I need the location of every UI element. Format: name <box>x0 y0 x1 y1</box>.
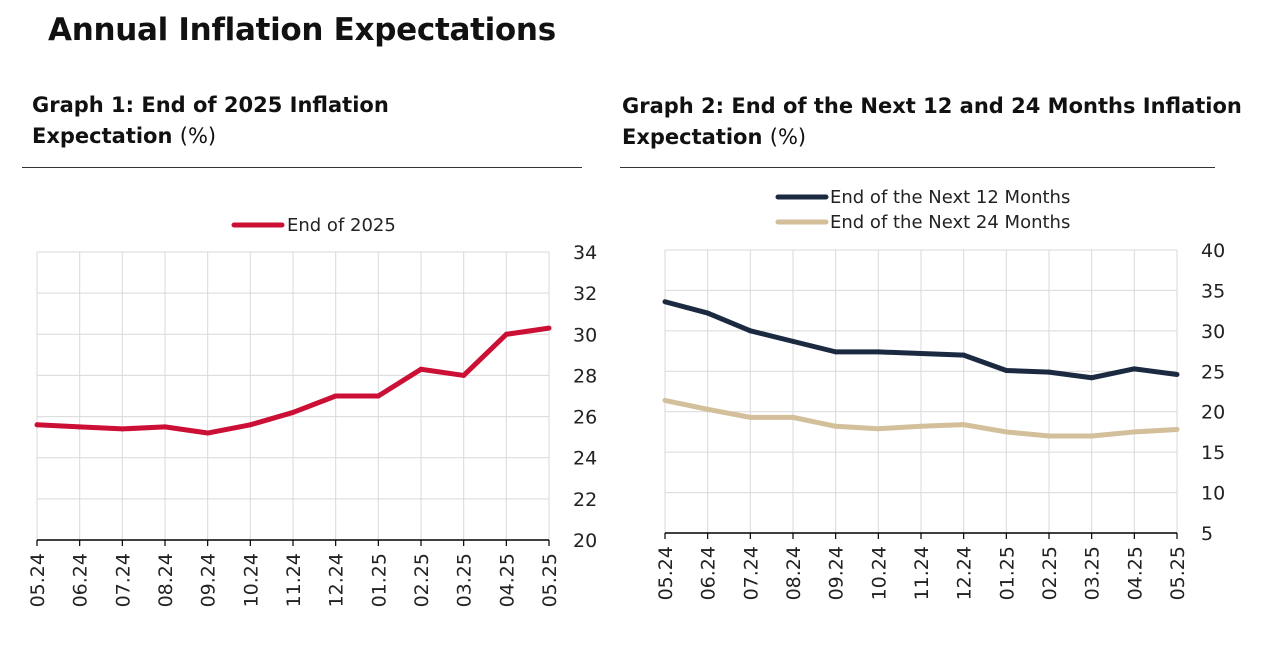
graph1-title: Graph 1: End of 2025 Inflation Expectati… <box>32 90 452 152</box>
graph2-y-tick-label: 40 <box>1201 240 1225 262</box>
graph2-data-point <box>790 414 796 420</box>
graph2-x-tick-label: 06.24 <box>698 546 720 600</box>
graph1-data-point <box>162 424 168 430</box>
graph2-y-tick-label: 35 <box>1201 280 1225 302</box>
graph2-data-point <box>918 350 924 356</box>
graph1-data-point <box>205 430 211 436</box>
graph2-data-point <box>1089 433 1095 439</box>
graph2-data-point <box>747 414 753 420</box>
graph2-title-rule <box>620 167 1215 168</box>
graph2-data-point <box>833 423 839 429</box>
graph1-y-tick-label: 22 <box>573 489 597 511</box>
graph1-title-unit: (%) <box>179 124 217 148</box>
graph2-data-point <box>1003 367 1009 373</box>
graph2-data-point <box>875 349 881 355</box>
graph1-y-tick-label: 32 <box>573 283 597 305</box>
graph2-x-tick-label: 05.24 <box>655 546 677 600</box>
graph1-x-tick-label: 06.24 <box>70 553 92 607</box>
graph2-data-point <box>1046 433 1052 439</box>
graph1-data-point <box>546 325 552 331</box>
graph2-data-point <box>662 299 668 305</box>
graph1-data-point <box>77 424 83 430</box>
graph1-x-tick-label: 02.25 <box>411 553 433 607</box>
graph2-legend-label-2: End of the Next 24 Months <box>830 212 1070 233</box>
graph2-x-tick-label: 12.24 <box>954 546 976 600</box>
graph2-x-tick-label: 10.24 <box>868 546 890 600</box>
graph2-title-unit: (%) <box>769 125 807 149</box>
graph2-data-point <box>875 426 881 432</box>
graph1-y-tick-label: 26 <box>573 407 597 429</box>
graph2-data-point <box>833 349 839 355</box>
graph2-x-tick-label: 02.25 <box>1039 546 1061 600</box>
graph1-x-tick-label: 09.24 <box>198 553 220 607</box>
graph1-x-tick-label: 04.25 <box>496 553 518 607</box>
graph1-chart: 20 22 24 26 28 30 32 34 05.24 06.24 07.24 08.24 09.2… <box>27 215 597 607</box>
graph2-x-tick-label: 07.24 <box>740 546 762 600</box>
graph2-data-point <box>705 406 711 412</box>
graph2-x-tick-label: 08.24 <box>783 546 805 600</box>
graph2-data-point <box>705 310 711 316</box>
graph2-data-point <box>918 423 924 429</box>
graph1-x-tick-label: 01.25 <box>368 553 390 607</box>
graph1-data-point <box>503 331 509 337</box>
graph1-y-tick-label: 20 <box>573 530 597 552</box>
graph1-x-tick-label: 12.24 <box>326 553 348 607</box>
graph1-data-point <box>375 393 381 399</box>
graph1-x-tick-label: 03.25 <box>454 553 476 607</box>
graph2-x-tick-label: 03.25 <box>1082 546 1104 600</box>
graph2-data-point <box>747 328 753 334</box>
graph2-data-point <box>961 352 967 358</box>
graph2-data-point <box>1003 429 1009 435</box>
graph2-data-point <box>1131 429 1137 435</box>
page-title: Annual Inflation Expectations <box>48 12 556 48</box>
graph2-y-tick-label: 20 <box>1201 402 1225 424</box>
graph2-chart: 5 10 15 20 25 30 35 40 05.24 06.24 07.24 08.24 09.24… <box>655 187 1225 600</box>
graph1-y-tick-label: 30 <box>573 324 597 346</box>
graph2-y-tick-label: 10 <box>1201 483 1225 505</box>
graph1-y-tick-label: 34 <box>573 242 597 264</box>
graph1-x-tick-label: 08.24 <box>155 553 177 607</box>
graph2-y-tick-label: 15 <box>1201 442 1225 464</box>
graph1-data-point <box>461 372 467 378</box>
graph2-data-point <box>1174 372 1180 378</box>
graph1-data-point <box>418 366 424 372</box>
graph1-y-tick-label: 24 <box>573 448 597 470</box>
graph2-title: Graph 2: End of the Next 12 and 24 Month… <box>622 91 1277 153</box>
graph1-title-rule <box>22 167 582 168</box>
graph2-x-tick-label: 09.24 <box>826 546 848 600</box>
graph1-x-tick-label: 10.24 <box>240 553 262 607</box>
graph2-data-point <box>961 422 967 428</box>
graph1-x-tick-label: 05.25 <box>539 553 561 607</box>
graph1-legend-label-1: End of 2025 <box>287 215 396 236</box>
graph2-x-tick-label: 04.25 <box>1124 546 1146 600</box>
graph2-y-tick-label: 5 <box>1201 523 1213 545</box>
graph2-data-point <box>662 397 668 403</box>
graph1-data-point <box>119 426 125 432</box>
graph1-x-tick-label: 07.24 <box>112 553 134 607</box>
graph1-y-tick-label: 28 <box>573 365 597 387</box>
graph2-y-tick-label: 25 <box>1201 361 1225 383</box>
graph2-data-point <box>1046 369 1052 375</box>
graph2-y-tick-label: 30 <box>1201 321 1225 343</box>
graph2-x-tick-label: 01.25 <box>996 546 1018 600</box>
graph2-legend-label-1: End of the Next 12 Months <box>830 187 1070 208</box>
graph1-x-tick-label: 11.24 <box>283 553 305 607</box>
graph1-data-point <box>247 422 253 428</box>
graph2-data-point <box>1174 427 1180 433</box>
graph2-x-tick-label: 11.24 <box>911 546 933 600</box>
graph1-x-tick-label: 05.24 <box>27 553 49 607</box>
graph1-data-point <box>34 422 40 428</box>
graph1-title-text: Graph 1: End of 2025 Inflation Expectati… <box>32 93 389 148</box>
graph2-data-point <box>1089 375 1095 381</box>
graph2-data-point <box>1131 366 1137 372</box>
graph2-x-tick-label: 05.25 <box>1167 546 1189 600</box>
graph1-data-point <box>290 409 296 415</box>
graph2-data-point <box>790 338 796 344</box>
graph1-data-point <box>333 393 339 399</box>
graph2-title-text: Graph 2: End of the Next 12 and 24 Month… <box>622 94 1242 149</box>
